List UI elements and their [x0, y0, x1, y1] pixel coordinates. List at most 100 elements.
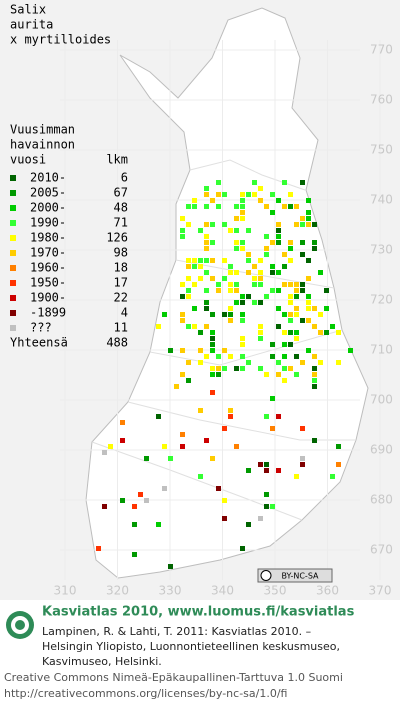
- record-square: [336, 330, 341, 335]
- record-square: [186, 294, 191, 299]
- record-square: [276, 222, 281, 227]
- record-square: [132, 504, 137, 509]
- record-square: [276, 234, 281, 239]
- record-square: [318, 330, 323, 335]
- license-line: Creative Commons Nimeä-Epäkaupallinen-Ta…: [4, 671, 343, 684]
- record-square: [240, 210, 245, 215]
- record-square: [252, 282, 257, 287]
- record-square: [228, 288, 233, 293]
- record-square: [288, 294, 293, 299]
- record-square: [240, 546, 245, 551]
- record-square: [294, 222, 299, 227]
- legend-label: 1960-: [30, 261, 66, 275]
- record-square: [306, 216, 311, 221]
- record-square: [288, 366, 293, 371]
- record-square: [210, 456, 215, 461]
- record-square: [186, 360, 191, 365]
- record-square: [258, 282, 263, 287]
- record-square: [240, 300, 245, 305]
- record-square: [294, 282, 299, 287]
- record-square: [198, 276, 203, 281]
- record-square: [228, 264, 233, 269]
- record-square: [282, 180, 287, 185]
- record-square: [168, 564, 173, 569]
- record-square: [186, 264, 191, 269]
- record-square: [306, 276, 311, 281]
- record-square: [222, 192, 227, 197]
- record-square: [336, 360, 341, 365]
- record-square: [282, 312, 287, 317]
- record-square: [210, 336, 215, 341]
- record-square: [180, 348, 185, 353]
- record-square: [294, 306, 299, 311]
- record-square: [234, 282, 239, 287]
- record-square: [300, 360, 305, 365]
- record-square: [132, 522, 137, 527]
- x-axis-label: 370: [369, 584, 392, 598]
- record-square: [258, 330, 263, 335]
- record-square: [204, 300, 209, 305]
- record-square: [210, 372, 215, 377]
- record-square: [294, 330, 299, 335]
- record-square: [264, 372, 269, 377]
- record-square: [288, 282, 293, 287]
- record-square: [288, 192, 293, 197]
- y-axis-label: 770: [370, 43, 393, 57]
- record-square: [156, 522, 161, 527]
- record-square: [306, 318, 311, 323]
- record-square: [258, 366, 263, 371]
- record-square: [312, 240, 317, 245]
- record-square: [258, 270, 263, 275]
- record-square: [276, 372, 281, 377]
- record-square: [234, 246, 239, 251]
- x-axis-label: 360: [316, 584, 339, 598]
- record-square: [240, 216, 245, 221]
- legend-label: 2005-: [30, 186, 66, 200]
- record-square: [312, 384, 317, 389]
- record-square: [234, 288, 239, 293]
- record-square: [258, 324, 263, 329]
- record-square: [240, 366, 245, 371]
- record-square: [180, 228, 185, 233]
- record-square: [228, 270, 233, 275]
- record-square: [246, 294, 251, 299]
- record-square: [204, 306, 209, 311]
- record-square: [180, 372, 185, 377]
- record-square: [180, 282, 185, 287]
- legend-count: 4: [121, 306, 128, 320]
- record-square: [312, 366, 317, 371]
- record-square: [264, 246, 269, 251]
- record-square: [120, 420, 125, 425]
- record-square: [276, 198, 281, 203]
- record-square: [120, 498, 125, 503]
- record-square: [318, 360, 323, 365]
- record-square: [180, 432, 185, 437]
- record-square: [276, 468, 281, 473]
- record-square: [216, 366, 221, 371]
- record-square: [198, 348, 203, 353]
- record-square: [252, 180, 257, 185]
- record-square: [162, 444, 167, 449]
- record-square: [174, 384, 179, 389]
- record-square: [204, 270, 209, 275]
- record-square: [246, 270, 251, 275]
- record-square: [234, 300, 239, 305]
- citation-line: Helsingin Yliopisto, Luonnontieteellinen…: [42, 640, 340, 653]
- record-square: [264, 294, 269, 299]
- record-square: [300, 252, 305, 257]
- record-square: [264, 234, 269, 239]
- record-square: [276, 324, 281, 329]
- record-square: [294, 204, 299, 209]
- record-square: [204, 222, 209, 227]
- legend-label: ???: [30, 321, 52, 335]
- record-square: [240, 246, 245, 251]
- record-square: [294, 354, 299, 359]
- record-square: [240, 336, 245, 341]
- legend-count: 22: [114, 291, 128, 305]
- x-axis-label: 340: [211, 584, 234, 598]
- record-square: [210, 240, 215, 245]
- record-square: [186, 288, 191, 293]
- y-axis-label: 720: [370, 293, 393, 307]
- record-square: [282, 264, 287, 269]
